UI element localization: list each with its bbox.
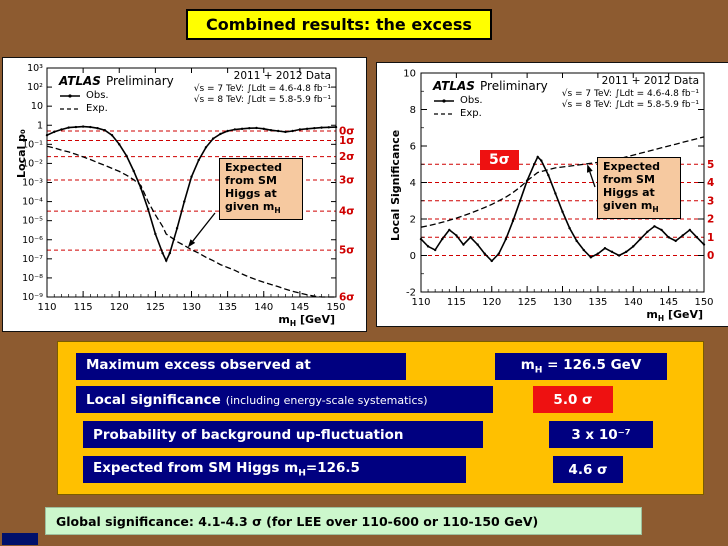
legend-entry-expected: Exp. bbox=[59, 103, 174, 115]
lumi-7tev-label: √s = 7 TeV: ∫Ldt = 4.6-4.8 fb⁻¹ bbox=[193, 83, 331, 94]
result-value-background-probability: 3 x 10⁻⁷ bbox=[549, 421, 653, 448]
svg-text:10⁻⁶: 10⁻⁶ bbox=[22, 235, 43, 246]
svg-text:10: 10 bbox=[403, 69, 416, 80]
svg-text:4: 4 bbox=[707, 177, 714, 189]
results-panel: Maximum excess observed at mH = 126.5 Ge… bbox=[57, 341, 704, 495]
svg-text:125: 125 bbox=[518, 297, 537, 308]
svg-text:10⁻⁷: 10⁻⁷ bbox=[22, 254, 43, 265]
lumi-8tev-label: √s = 8 TeV: ∫Ldt = 5.8-5.9 fb⁻¹ bbox=[193, 95, 331, 106]
svg-text:10²: 10² bbox=[27, 82, 43, 93]
p0-y-axis-label: Local p₀ bbox=[15, 129, 28, 178]
svg-text:5σ: 5σ bbox=[339, 245, 354, 257]
svg-text:10⁻⁹: 10⁻⁹ bbox=[22, 292, 43, 303]
legend-entry-observed: Obs. bbox=[433, 95, 548, 107]
svg-text:0: 0 bbox=[707, 250, 714, 262]
svg-text:0: 0 bbox=[410, 251, 416, 262]
svg-text:1σ: 1σ bbox=[339, 135, 354, 147]
significance-x-axis-label: mH [GeV] bbox=[646, 307, 703, 323]
p0-expected-annotation: Expected from SM Higgs at given mH bbox=[219, 158, 303, 220]
significance-legend: ATLAS Preliminary Obs. Exp. bbox=[433, 75, 548, 120]
result-label-background-probability: Probability of background up-fluctuation bbox=[83, 421, 483, 448]
lumi-8tev-label: √s = 8 TeV: ∫Ldt = 5.8-5.9 fb⁻¹ bbox=[561, 100, 699, 111]
result-value-mass: mH = 126.5 GeV bbox=[495, 353, 667, 380]
result-label-max-excess: Maximum excess observed at bbox=[76, 353, 406, 380]
svg-text:2σ: 2σ bbox=[339, 151, 354, 163]
global-significance-note: Global significance: 4.1-4.3 σ (for LEE … bbox=[45, 507, 642, 535]
svg-text:130: 130 bbox=[182, 302, 201, 313]
svg-text:135: 135 bbox=[218, 302, 237, 313]
svg-text:-2: -2 bbox=[406, 288, 416, 299]
svg-text:145: 145 bbox=[659, 297, 678, 308]
p0-plot-panel: 0σ 1σ 2σ 3σ 4σ 5σ 6σ 110 115 120 125 130 135 140 145 15… bbox=[2, 57, 367, 332]
slide-title: Combined results: the excess bbox=[186, 9, 492, 40]
svg-text:110: 110 bbox=[37, 302, 56, 313]
svg-text:3: 3 bbox=[707, 195, 714, 207]
svg-text:140: 140 bbox=[254, 302, 273, 313]
svg-text:5: 5 bbox=[707, 159, 714, 171]
svg-text:1: 1 bbox=[37, 120, 43, 131]
svg-text:150: 150 bbox=[326, 302, 345, 313]
svg-text:115: 115 bbox=[447, 297, 466, 308]
svg-text:10⁻⁵: 10⁻⁵ bbox=[22, 216, 43, 227]
svg-text:4σ: 4σ bbox=[339, 206, 354, 218]
footer-logo bbox=[2, 533, 38, 545]
svg-text:125: 125 bbox=[146, 302, 165, 313]
result-value-local-significance: 5.0 σ bbox=[533, 386, 613, 413]
svg-text:3σ: 3σ bbox=[339, 175, 354, 187]
svg-text:10⁻²: 10⁻² bbox=[22, 158, 43, 169]
result-label-local-significance: Local significance (including energy-scal… bbox=[76, 386, 493, 413]
svg-text:1: 1 bbox=[707, 232, 714, 244]
svg-text:2: 2 bbox=[707, 214, 714, 226]
atlas-preliminary-label: ATLAS Preliminary bbox=[59, 74, 174, 88]
p0-dataset-info: 2011 + 2012 Data √s = 7 TeV: ∫Ldt = 4.6-… bbox=[194, 70, 331, 107]
svg-text:130: 130 bbox=[553, 297, 572, 308]
significance-plot-panel: 5 4 3 2 1 0 110 115 120 125 130 135 140 145 150 -2 0 2 4 6 8… bbox=[376, 62, 728, 327]
svg-text:10⁻⁸: 10⁻⁸ bbox=[22, 273, 43, 284]
svg-text:115: 115 bbox=[74, 302, 93, 313]
svg-text:4: 4 bbox=[410, 178, 416, 189]
significance-y-axis-label: Local Significance bbox=[389, 129, 402, 241]
svg-text:10³: 10³ bbox=[27, 63, 43, 74]
svg-text:135: 135 bbox=[588, 297, 607, 308]
dataset-label: 2011 + 2012 Data bbox=[601, 75, 699, 87]
svg-text:140: 140 bbox=[624, 297, 643, 308]
significance-dataset-info: 2011 + 2012 Data √s = 7 TeV: ∫Ldt = 4.6-… bbox=[562, 75, 699, 112]
svg-text:110: 110 bbox=[411, 297, 430, 308]
five-sigma-badge: 5σ bbox=[480, 150, 519, 170]
svg-text:6: 6 bbox=[410, 142, 416, 153]
dashed-line-icon bbox=[60, 108, 80, 110]
solid-line-icon bbox=[434, 99, 454, 103]
svg-text:10: 10 bbox=[31, 101, 43, 112]
svg-text:10⁻¹: 10⁻¹ bbox=[22, 139, 43, 150]
svg-text:120: 120 bbox=[482, 297, 501, 308]
result-value-expected-significance: 4.6 σ bbox=[553, 456, 623, 483]
svg-text:10⁻⁴: 10⁻⁴ bbox=[22, 197, 43, 208]
svg-text:145: 145 bbox=[290, 302, 309, 313]
svg-text:8: 8 bbox=[410, 105, 416, 116]
lumi-7tev-label: √s = 7 TeV: ∫Ldt = 4.6-4.8 fb⁻¹ bbox=[561, 88, 699, 99]
dataset-label: 2011 + 2012 Data bbox=[233, 70, 331, 82]
svg-text:2: 2 bbox=[410, 215, 416, 226]
dashed-line-icon bbox=[434, 113, 454, 115]
legend-entry-expected: Exp. bbox=[433, 108, 548, 120]
atlas-preliminary-label: ATLAS Preliminary bbox=[433, 79, 548, 93]
solid-line-icon bbox=[60, 94, 80, 98]
svg-text:120: 120 bbox=[110, 302, 129, 313]
significance-expected-annotation: Expected from SM Higgs at given mH bbox=[597, 157, 681, 219]
svg-text:6σ: 6σ bbox=[339, 292, 354, 304]
svg-text:150: 150 bbox=[694, 297, 713, 308]
p0-x-axis-label: mH [GeV] bbox=[278, 312, 335, 328]
result-label-expected-significance: Expected from SM Higgs mH=126.5 bbox=[83, 456, 466, 483]
svg-text:0σ: 0σ bbox=[339, 125, 354, 137]
svg-text:10⁻³: 10⁻³ bbox=[22, 178, 43, 189]
legend-entry-observed: Obs. bbox=[59, 90, 174, 102]
p0-legend: ATLAS Preliminary Obs. Exp. bbox=[59, 70, 174, 115]
